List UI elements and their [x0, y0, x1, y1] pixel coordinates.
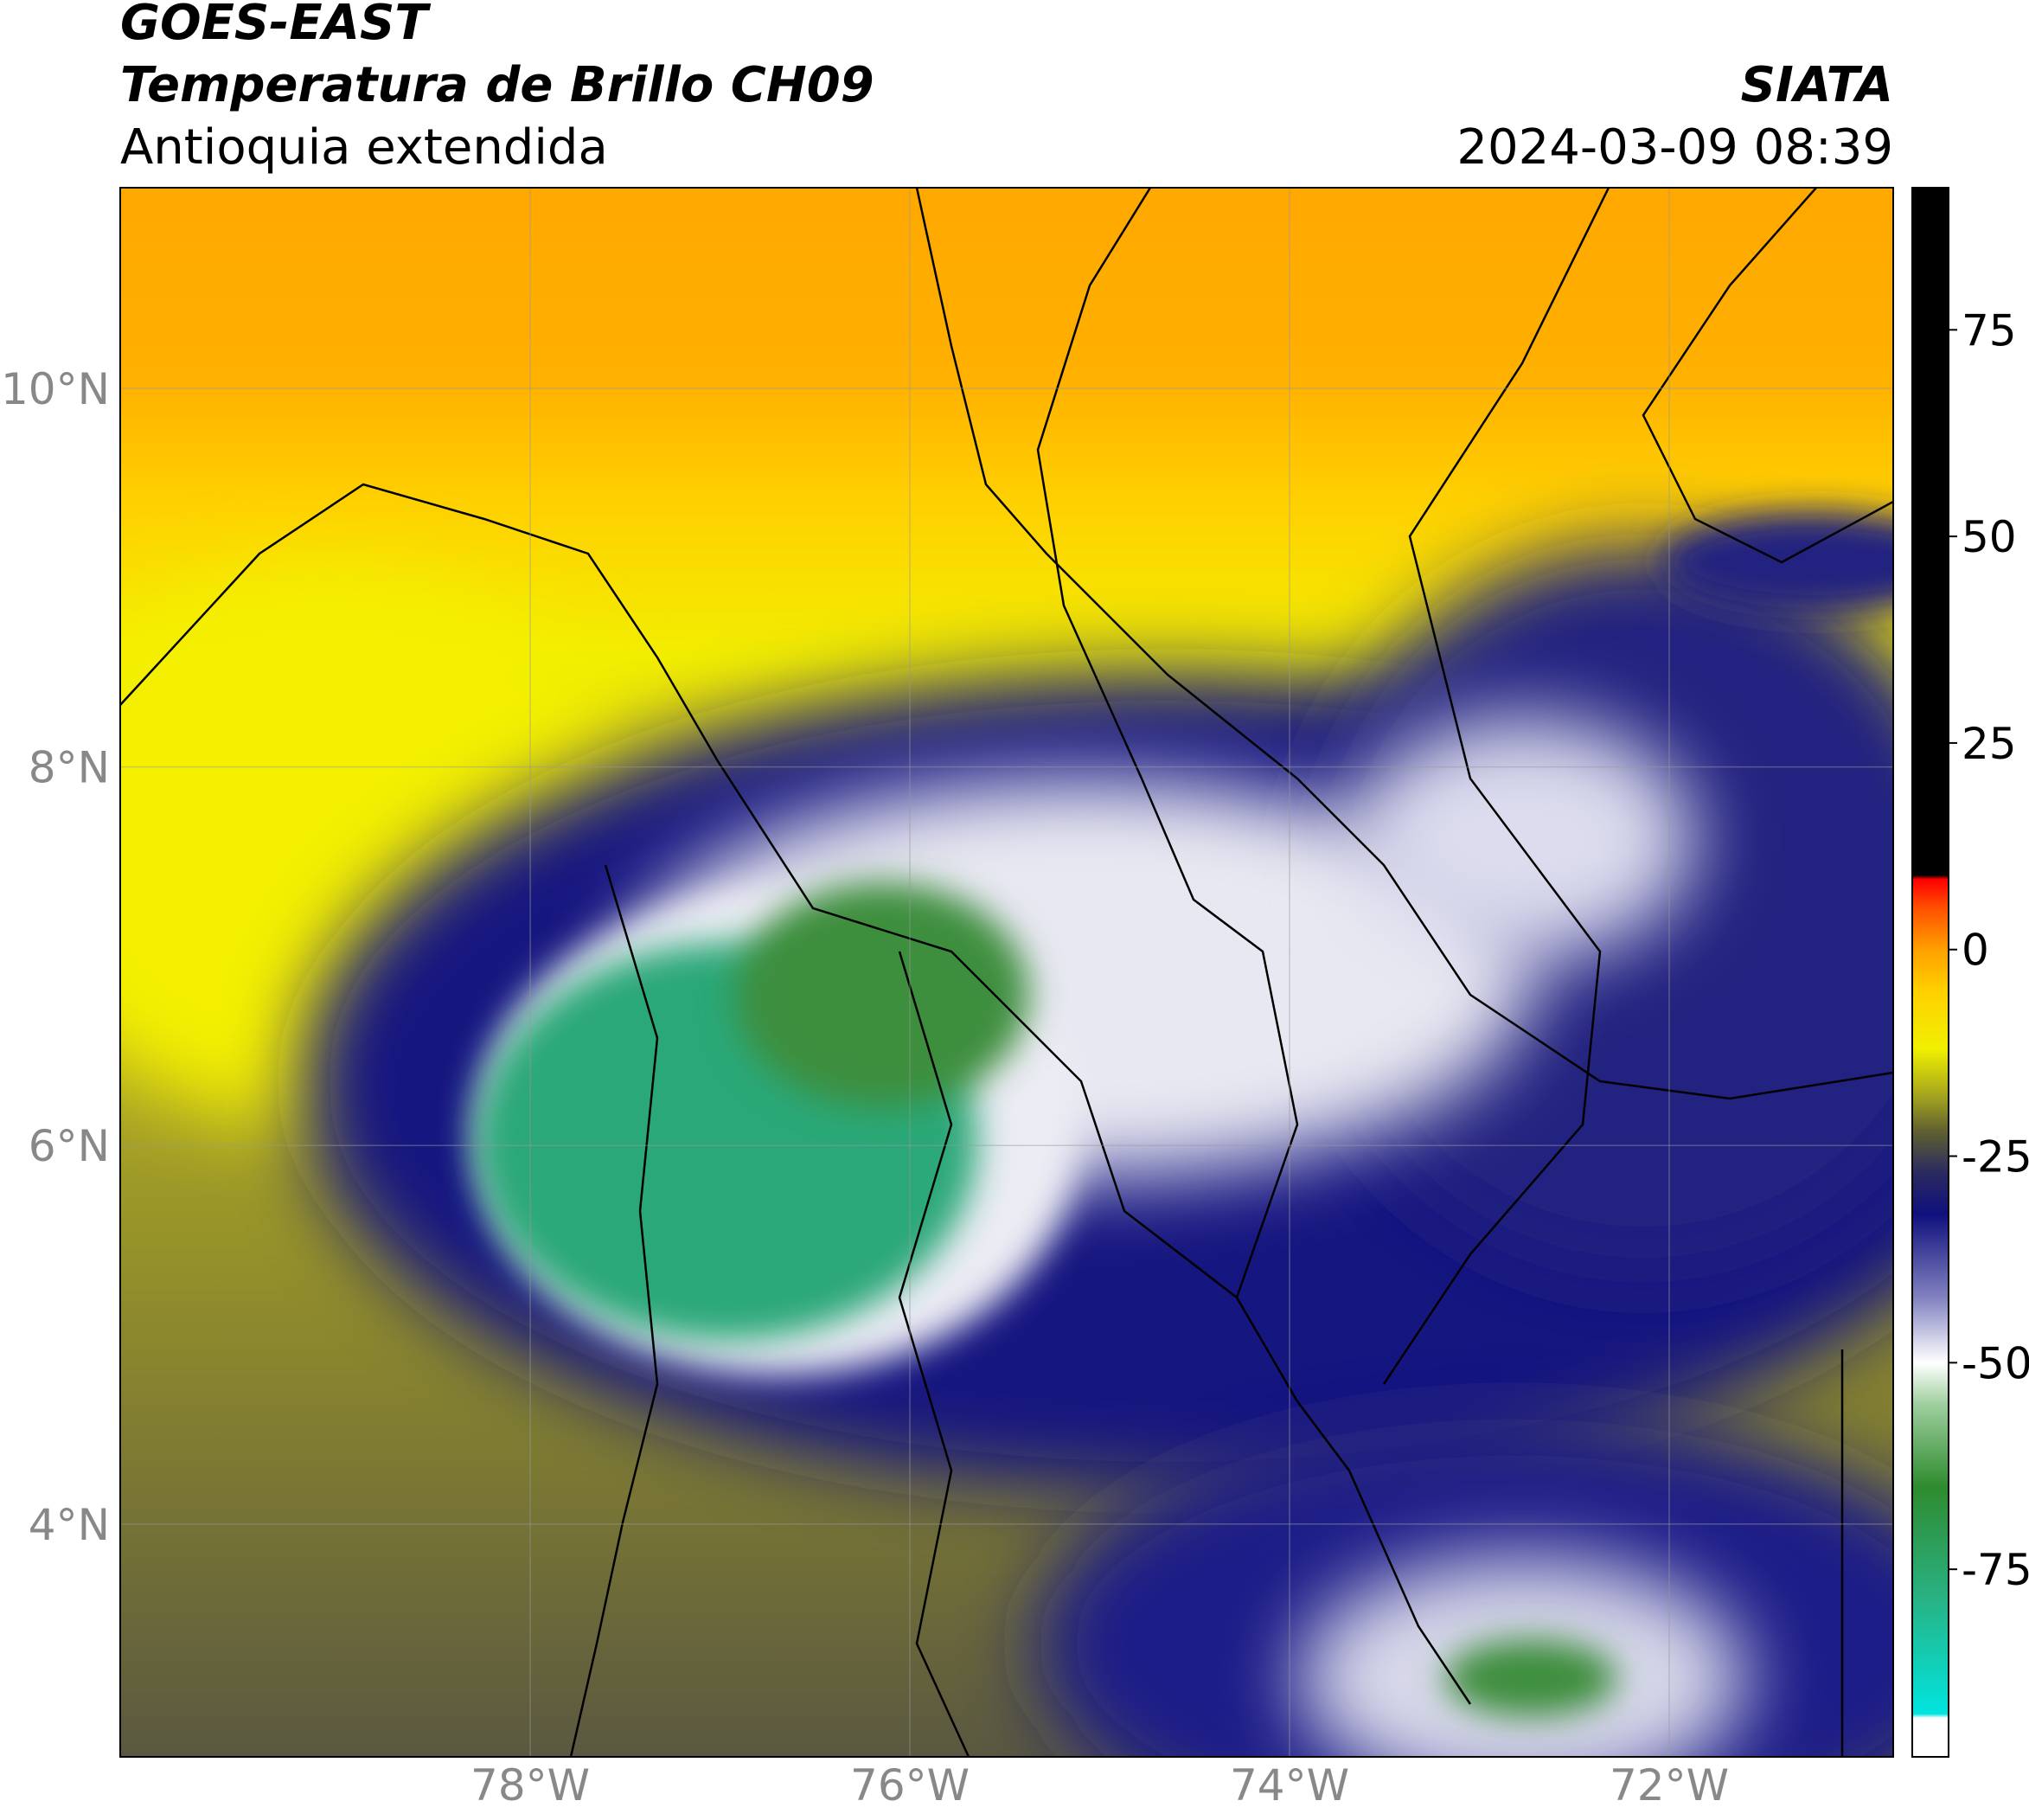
borders: [120, 188, 1893, 1757]
region: Antioquia extendida: [120, 119, 608, 176]
satellite-image: [120, 188, 1893, 1757]
colorbar-tick-label: -75: [1962, 1545, 2029, 1595]
source: SIATA: [1741, 57, 1893, 113]
x-tick-label: 74°W: [1230, 1760, 1349, 1810]
colorbar-tick-label: 75: [1962, 305, 2017, 356]
y-tick-label: 6°N: [29, 1121, 110, 1171]
colorbar-tick-label: 25: [1962, 719, 2017, 769]
map-frame: [119, 187, 1894, 1758]
colorbar-tick-label: 50: [1962, 512, 2017, 562]
title: GOES-EAST: [120, 0, 431, 51]
colorbar-tick-label: 0: [1962, 926, 1989, 976]
y-tick-label: 4°N: [29, 1500, 110, 1550]
subtitle: Temperatura de Brillo CH09: [120, 57, 874, 113]
colorbar-tick-label: -25: [1962, 1132, 2029, 1182]
gridlines: [120, 188, 1893, 1757]
y-tick-label: 10°N: [1, 364, 110, 414]
datetime: 2024-03-09 08:39: [1456, 119, 1893, 176]
colorbar: [1911, 187, 1949, 1758]
y-tick-label: 8°N: [29, 743, 110, 793]
colorbar-tick-label: -50: [1962, 1338, 2029, 1388]
x-tick-label: 78°W: [470, 1760, 590, 1810]
x-tick-label: 76°W: [850, 1760, 970, 1810]
x-tick-label: 72°W: [1610, 1760, 1729, 1810]
